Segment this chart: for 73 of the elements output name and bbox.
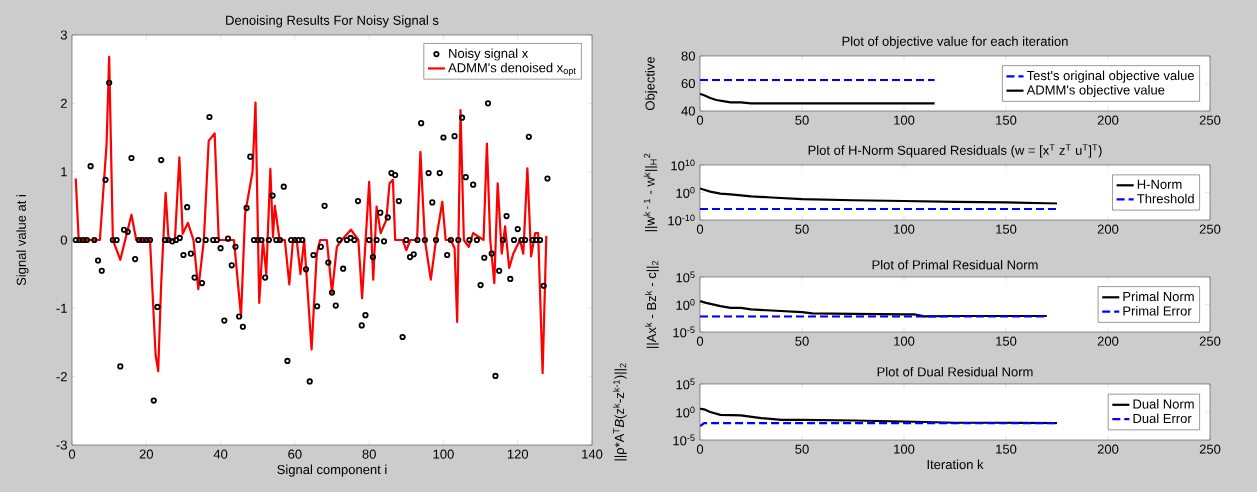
legend-label: H-Norm <box>1137 179 1182 189</box>
x-tick-label: 150 <box>996 224 1017 234</box>
y-tick-label: 10$^{10}$ <box>671 159 695 171</box>
x-tick-label: 200 <box>1097 444 1119 454</box>
y-tick-label: 10$^{0}$ <box>676 299 695 310</box>
y-axis-title: Objective <box>645 56 658 110</box>
x-tick-label: 50 <box>795 115 809 125</box>
text: ||ρ*A$^{T}$B(z$^{k}$-z$^{k-1}$)||$_{2}$ <box>612 363 627 461</box>
chart-title: Plot of Primal Residual Norm <box>872 259 1038 270</box>
y-tick-label: 40 <box>681 106 695 116</box>
x-tick-label: 40 <box>213 449 228 459</box>
x-tick-label: 150 <box>996 115 1017 125</box>
x-tick-label: 250 <box>1199 224 1221 234</box>
x-tick-label: 150 <box>996 336 1017 346</box>
legend-label: ADMM's denoised x$_{opt}$ <box>448 62 576 76</box>
chart-title: Denoising Results For Noisy Signal s <box>226 15 439 28</box>
x-axis-title: Signal component i <box>277 464 387 477</box>
y-tick-label: -1 <box>56 303 67 313</box>
x-tick-label: 200 <box>1097 224 1119 234</box>
x-tick-label: 100 <box>894 115 915 125</box>
y-tick-label: 60 <box>681 78 695 89</box>
x-tick-label: 50 <box>795 444 809 454</box>
x-tick-label: 100 <box>894 444 915 454</box>
x-tick-label: 0 <box>696 224 704 234</box>
y-axis-title: ||Ax$^{k}$ - Bz$^{k}$ - c||$_{2}$ <box>645 260 659 348</box>
legend-label: ADMM's objective value <box>1026 84 1165 98</box>
x-tick-label: 100 <box>433 449 454 459</box>
x-tick-label: 0 <box>696 115 704 125</box>
legend-label: Dual Norm <box>1133 399 1194 409</box>
y-tick-label: 10$^{-10}$ <box>668 214 695 226</box>
legend-label: Noisy signal x <box>449 48 529 61</box>
legend-label: Dual Error <box>1133 413 1192 424</box>
x-tick-label: 20 <box>139 449 154 459</box>
y-tick-label: 3 <box>60 30 67 40</box>
y-axis-title: ||w$^{k - 1}$ - w$^{k}$||$_{H}$2 <box>643 153 658 232</box>
legend-label: Primal Norm <box>1123 291 1194 302</box>
y-tick-label: 10$^{5}$ <box>676 271 695 283</box>
x-tick-label: 100 <box>894 224 915 234</box>
chart-title: Plot of H-Norm Squared Residuals (w = [x$^{T}$ z$^{T}$ u$^{T}$]$^{T}$) <box>808 144 1102 158</box>
x-axis-title: Iteration k <box>927 459 984 470</box>
x-tick-label: 80 <box>362 449 376 459</box>
y-tick-label: 2 <box>60 98 67 108</box>
legend-label: Primal Error <box>1123 305 1192 316</box>
y-tick-label: 10$^{5}$ <box>676 378 695 390</box>
x-tick-label: 100 <box>894 336 915 346</box>
y-axis-title: Signal value at i <box>16 195 29 286</box>
x-tick-label: 200 <box>1097 336 1119 346</box>
y-tick-label: 10$^{0}$ <box>676 406 695 418</box>
y-tick-label: -3 <box>56 440 67 450</box>
y-tick-label: 80 <box>681 51 695 61</box>
x-tick-label: 120 <box>507 449 529 459</box>
x-tick-label: 0 <box>68 449 76 459</box>
x-tick-label: 50 <box>795 336 809 346</box>
legend-label: Test's original objective value <box>1026 70 1194 83</box>
y-tick-label: 10$^{-5}$ <box>673 434 695 446</box>
x-tick-label: 0 <box>696 336 704 346</box>
x-tick-label: 60 <box>288 449 302 459</box>
legend-label: Threshold <box>1137 193 1194 204</box>
chart-title: Plot of objective value for each iteration <box>842 36 1068 49</box>
x-tick-label: 250 <box>1199 115 1221 125</box>
x-tick-label: 140 <box>582 449 603 459</box>
y-tick-label: 10$^{-5}$ <box>673 326 695 338</box>
y-tick-label: -2 <box>56 372 67 382</box>
x-tick-label: 250 <box>1199 444 1221 454</box>
x-tick-label: 200 <box>1097 115 1119 125</box>
x-tick-label: 50 <box>795 224 809 234</box>
y-tick-label: 10$^{0}$ <box>676 187 695 198</box>
y-tick-label: 0 <box>60 235 67 245</box>
x-tick-label: 150 <box>996 444 1017 454</box>
y-tick-label: 1 <box>61 167 67 177</box>
x-tick-label: 250 <box>1199 336 1221 346</box>
chart-title: Plot of Dual Residual Norm <box>877 366 1033 377</box>
x-tick-label: 0 <box>696 444 704 454</box>
